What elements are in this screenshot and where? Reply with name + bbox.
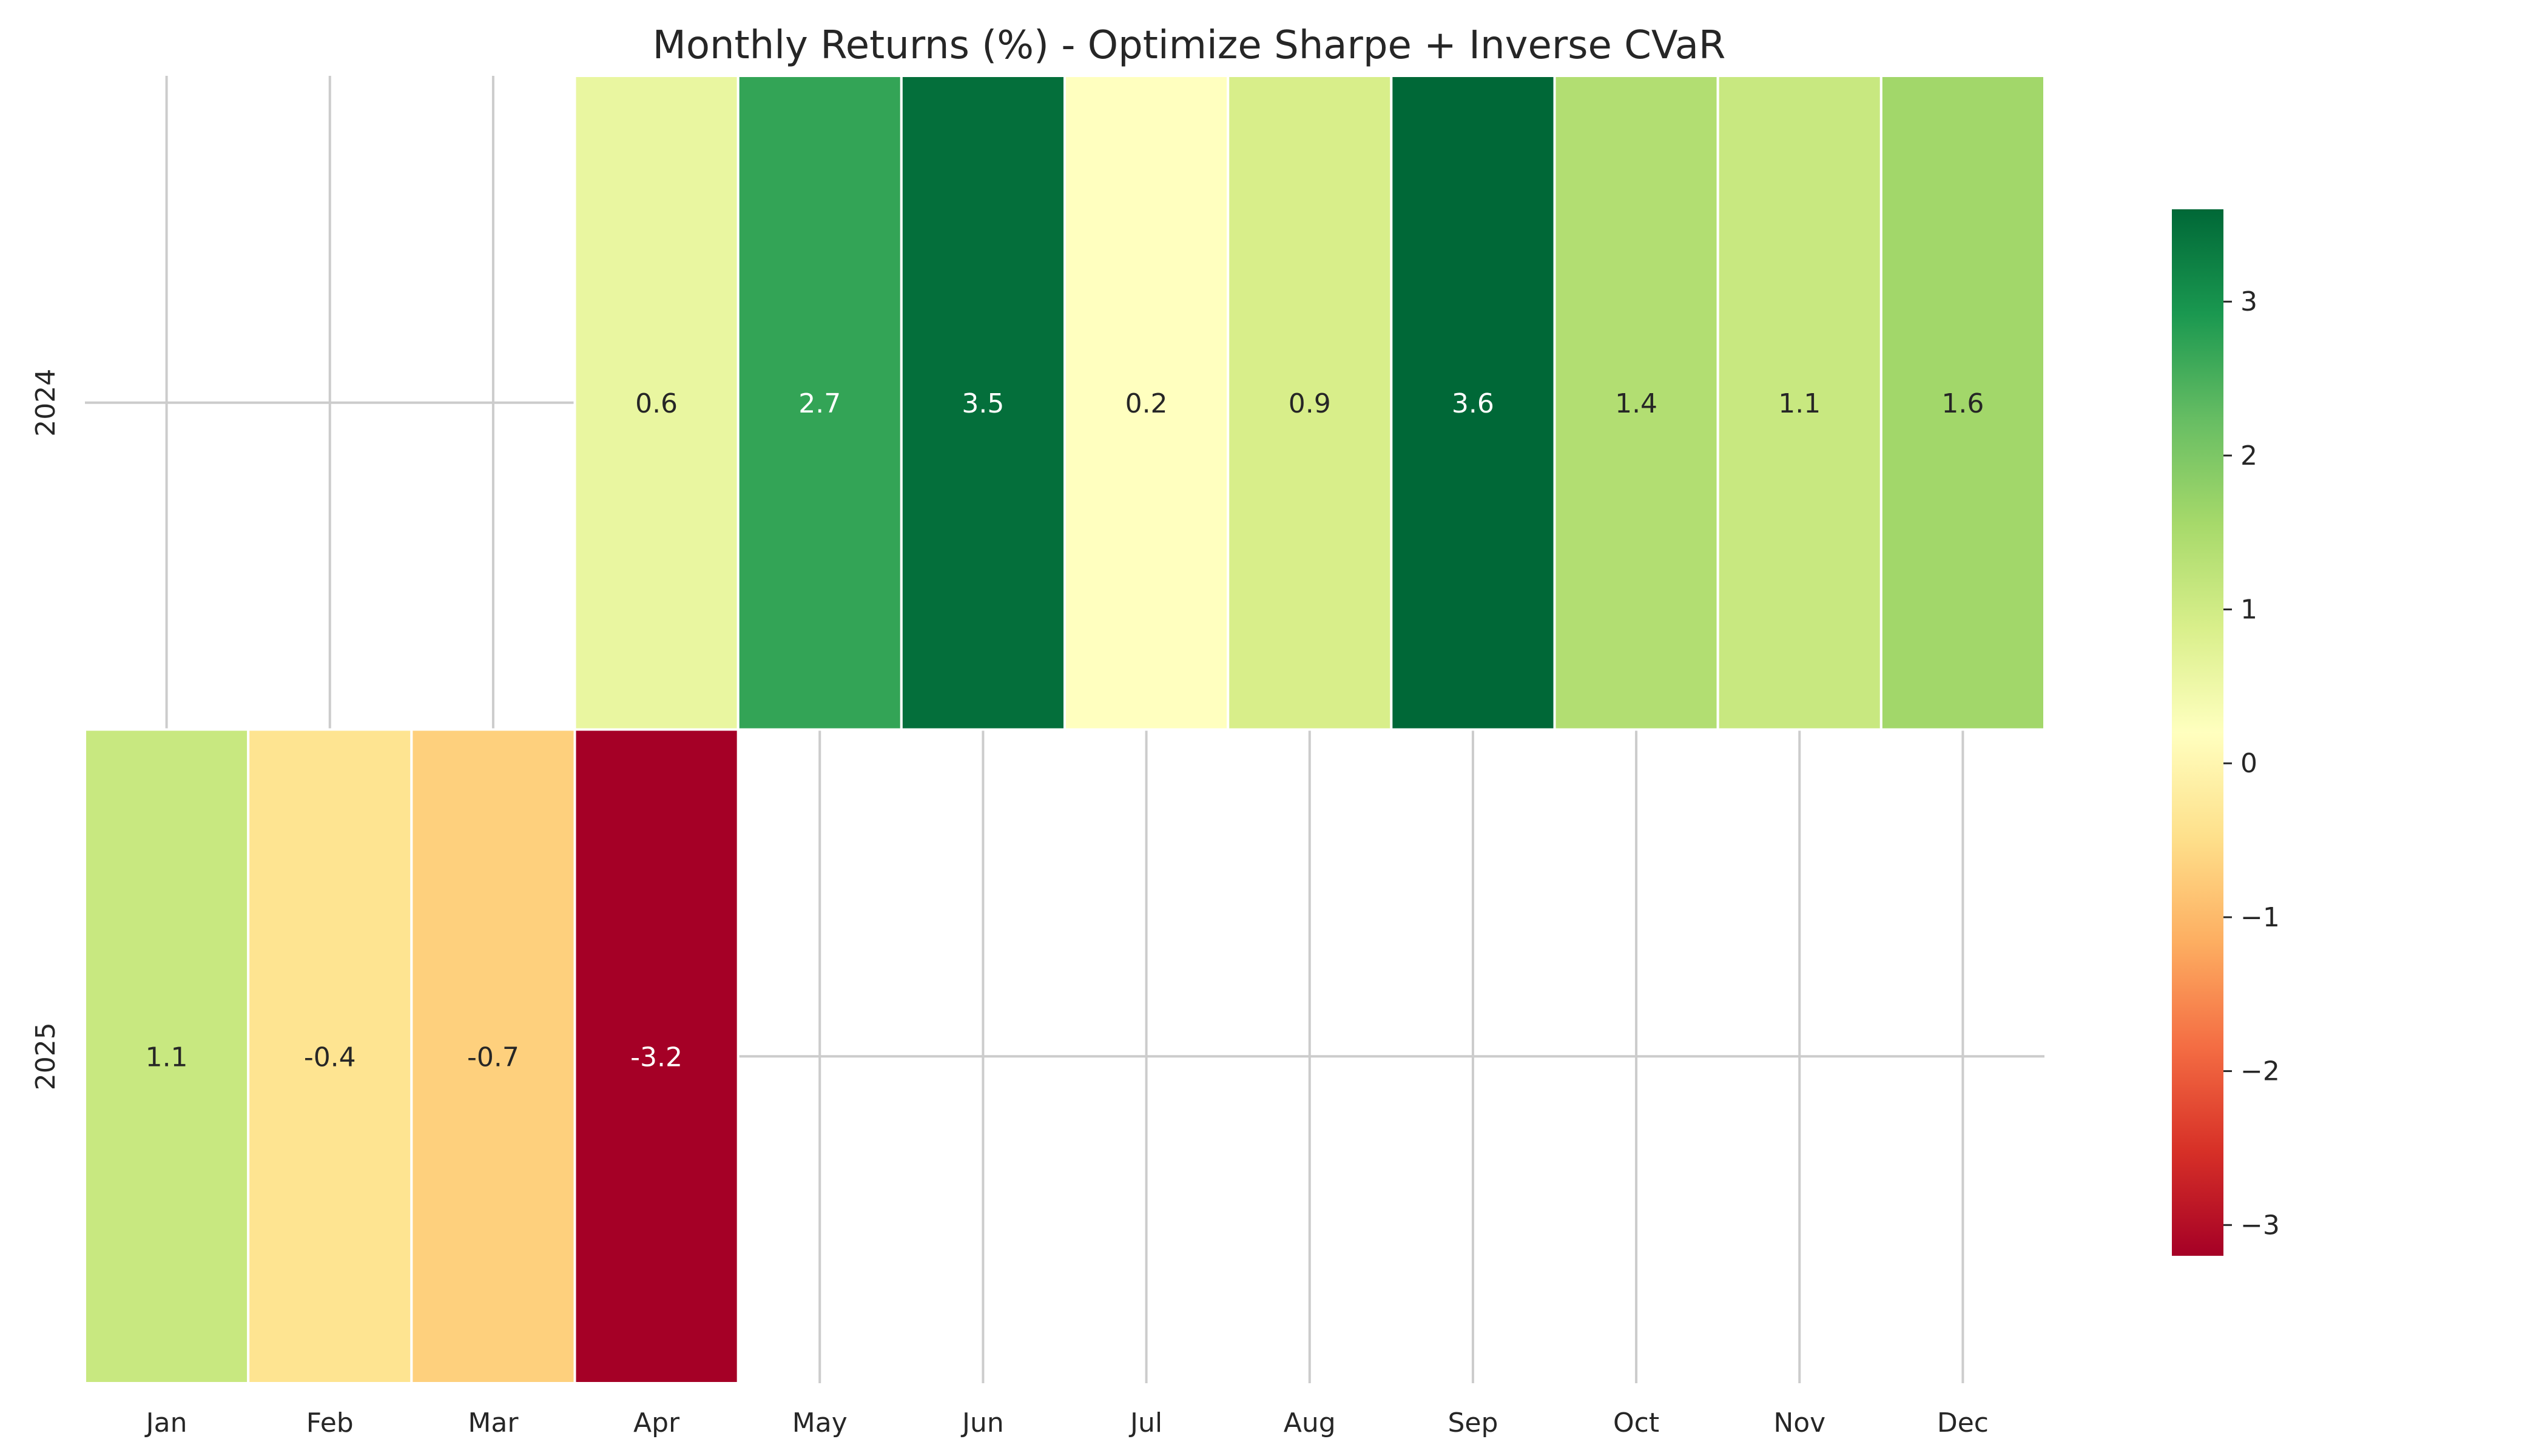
colorbar-tick-label: 3 [2240,286,2257,317]
cell-value-label: 1.1 [1778,388,1821,419]
colorbar-tick-label: 1 [2240,595,2257,625]
colorbar-tick-label: −2 [2240,1056,2280,1087]
x-tick-label: May [792,1407,848,1438]
colorbar-tick-label: −1 [2240,902,2280,933]
cell-value-label: 0.2 [1125,388,1168,419]
y-axis-tick-labels: 2024 2025 [30,369,61,1090]
cell-value-label: 0.9 [1289,388,1331,419]
cell-value-label: 1.4 [1615,388,1657,419]
x-tick-label: Jan [144,1407,187,1438]
colorbar-tick-label: 2 [2240,440,2257,471]
heatmap-cell [1227,75,1393,731]
y-tick-label: 2025 [30,1022,61,1090]
x-tick-label: Nov [1773,1407,1825,1438]
x-tick-label: Jun [960,1407,1004,1438]
x-axis-tick-labels: Jan Feb Mar Apr May Jun Jul Aug Sep Oct Nov Dec [144,1407,1989,1438]
heatmap-cell [573,728,740,1384]
cell-value-label: 1.6 [1941,388,1984,419]
heatmap-cell [247,728,413,1384]
x-tick-label: Dec [1937,1407,1989,1438]
x-tick-label: Sep [1448,1407,1498,1438]
x-tick-label: Mar [468,1407,519,1438]
cell-value-label: -0.7 [467,1042,519,1073]
heatmap-cell [84,728,250,1384]
y-tick-label: 2024 [30,369,61,437]
cell-value-label: 1.1 [146,1042,188,1073]
heatmap-cell [900,75,1067,731]
heatmap-cell [1716,75,1882,731]
cell-value-label: 0.6 [635,388,678,419]
colorbar-tick-label: 0 [2240,748,2257,779]
cell-value-label: -0.4 [304,1042,356,1073]
heatmap-cell [410,728,576,1384]
colorbar-tick-label: −3 [2240,1210,2280,1241]
heatmap-cells: 0.6 2.7 3.5 0.2 0.9 3.6 1.4 1.1 1.6 1.1 -0.4 -0.7 -3… [84,75,2046,1384]
heatmap-cell [1390,75,1556,731]
cell-value-label: 3.5 [962,388,1004,419]
cell-value-label: -3.2 [630,1042,682,1073]
heatmap-cell [1879,75,2046,731]
colorbar: 3 2 1 0 −1 −2 −3 [2172,209,2280,1256]
x-tick-label: Aug [1284,1407,1336,1438]
x-tick-label: Apr [633,1407,680,1438]
colorbar-gradient [2172,209,2223,1256]
cell-value-label: 2.7 [798,388,841,419]
x-tick-label: Oct [1613,1407,1659,1438]
chart-title: Monthly Returns (%) - Optimize Sharpe + … [653,23,1726,68]
x-tick-label: Feb [306,1407,354,1438]
x-tick-label: Jul [1128,1407,1162,1438]
cell-value-label: 3.6 [1452,388,1494,419]
heatmap-cell [1553,75,1719,731]
